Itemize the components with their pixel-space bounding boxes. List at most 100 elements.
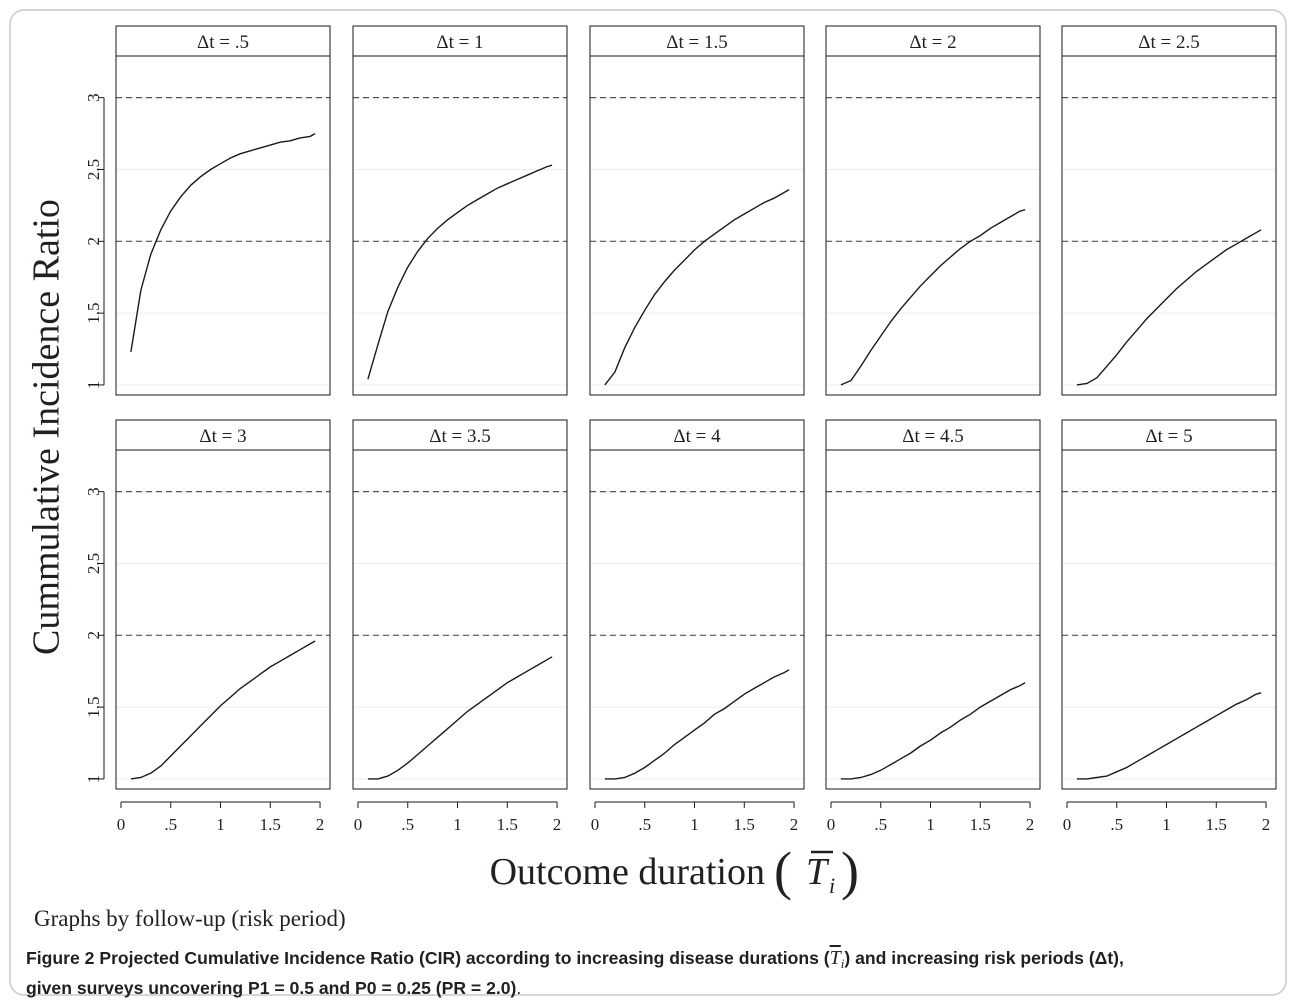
panel-title-box [115, 419, 331, 451]
x-tick-label: 1.5 [497, 815, 518, 834]
series-line [604, 188, 790, 386]
x-tick-label: 2 [1026, 815, 1035, 834]
series-line [130, 640, 316, 780]
panel: Δt = 3.5 0 .5 1 1.5 2 [352, 419, 568, 834]
panel-frame [589, 449, 805, 790]
panel-frame [352, 55, 568, 396]
y-tick-label: 1.5 [84, 302, 103, 323]
panel-frame [115, 449, 331, 790]
x-tick-label: .5 [401, 815, 414, 834]
panel-title-box [352, 419, 568, 451]
x-tick-label: 2 [1262, 815, 1271, 834]
y-tick-label: 1 [84, 775, 103, 784]
panel-frame [1061, 55, 1277, 396]
x-tick-label: 2 [316, 815, 325, 834]
x-tick-label: .5 [874, 815, 887, 834]
x-tick-label: 0 [1063, 815, 1072, 834]
series-line [1076, 692, 1262, 780]
panel-title-box [589, 25, 805, 57]
figure-caption: Figure 2 Projected Cumulative Incidence … [26, 946, 1276, 1000]
x-axis-label: Outcome duration ( T i ) [490, 841, 859, 901]
x-tick-label: 0 [117, 815, 126, 834]
y-tick-label: 2.5 [84, 159, 103, 180]
series-line [840, 682, 1026, 780]
y-tick-label: 3 [84, 93, 103, 102]
panel: Δt = 4.5 0 .5 1 1.5 2 [825, 419, 1041, 834]
x-tick-label: .5 [164, 815, 177, 834]
y-tick-label: 1 [84, 381, 103, 390]
y-tick-label: 2 [84, 237, 103, 246]
x-tick-label: 1.5 [260, 815, 281, 834]
caption-symbol-subscript: i [840, 956, 845, 971]
panel-frame [1061, 449, 1277, 790]
panel-title-box [825, 419, 1041, 451]
x-tick-label: 1 [453, 815, 462, 834]
y-tick-label: 3 [84, 487, 103, 496]
panel-title-box [115, 25, 331, 57]
facet-note: Graphs by follow-up (risk period) [34, 906, 346, 931]
x-tick-label: 1 [1162, 815, 1171, 834]
panel: Δt = 2 [825, 25, 1041, 396]
panel-frame [825, 55, 1041, 396]
panel-title: Δt = 3.5 [429, 426, 490, 447]
x-tick-label: 0 [591, 815, 600, 834]
panel: Δt = .5 1 1.5 2 2.5 3 [84, 25, 331, 396]
panel-title: Δt = 1 [436, 32, 483, 53]
panel-title: Δt = .5 [197, 32, 249, 53]
series-line [604, 669, 790, 780]
figure-frame [9, 9, 1287, 996]
x-axis-label-symbol: T [806, 851, 830, 893]
x-axis-label-open-paren: ( [774, 841, 792, 901]
x-tick-label: .5 [1110, 815, 1123, 834]
x-tick-label: 1.5 [734, 815, 755, 834]
panel: Δt = 2.5 [1061, 25, 1277, 396]
panel: Δt = 1 [352, 25, 568, 396]
x-axis-label-close-paren: ) [841, 841, 859, 901]
x-tick-label: 1 [926, 815, 935, 834]
caption-figure-number: Figure 2 [26, 948, 95, 968]
x-tick-label: 1 [690, 815, 699, 834]
caption-period: . [516, 978, 522, 998]
x-tick-label: 2 [553, 815, 562, 834]
panel-frame [825, 449, 1041, 790]
panel: Δt = 1.5 [589, 25, 805, 396]
panel-title: Δt = 2.5 [1138, 32, 1199, 53]
panel: Δt = 3 1 1.5 2 2.5 3 0 .5 1 1.5 2 [84, 419, 331, 834]
series-line [1076, 229, 1262, 386]
x-tick-label: 2 [790, 815, 799, 834]
panel-title: Δt = 4 [673, 426, 721, 447]
panel-frame [115, 55, 331, 396]
caption-text-part-3: given surveys uncovering P1 = 0.5 and P0… [26, 978, 517, 998]
caption-symbol: T [829, 947, 841, 969]
panel-title-box [825, 25, 1041, 57]
caption-text-part-1: Projected Cumulative Incidence Ratio (CI… [99, 948, 830, 968]
x-tick-label: 0 [354, 815, 363, 834]
panel-title: Δt = 2 [909, 32, 956, 53]
series-line [367, 656, 553, 780]
x-tick-label: 0 [827, 815, 836, 834]
series-line [367, 164, 553, 380]
panel-title-box [1061, 419, 1277, 451]
panel-title-box [589, 419, 805, 451]
x-tick-label: .5 [638, 815, 651, 834]
panel-title: Δt = 4.5 [902, 426, 963, 447]
series-line [130, 132, 316, 353]
panel-frame [352, 449, 568, 790]
panel-title: Δt = 5 [1145, 426, 1192, 447]
x-axis-label-text: Outcome duration [490, 851, 765, 893]
panel-title-box [352, 25, 568, 57]
x-axis-label-subscript: i [829, 873, 835, 898]
x-tick-label: 1.5 [970, 815, 991, 834]
y-tick-label: 2 [84, 631, 103, 640]
x-tick-label: 1.5 [1206, 815, 1227, 834]
panel-frame [589, 55, 805, 396]
panel: Δt = 5 0 .5 1 1.5 2 [1061, 419, 1277, 834]
panel-title: Δt = 1.5 [666, 32, 727, 53]
panel-title-box [1061, 25, 1277, 57]
panel: Δt = 4 0 .5 1 1.5 2 [589, 419, 805, 834]
series-line [840, 209, 1026, 386]
y-tick-label: 1.5 [84, 696, 103, 717]
